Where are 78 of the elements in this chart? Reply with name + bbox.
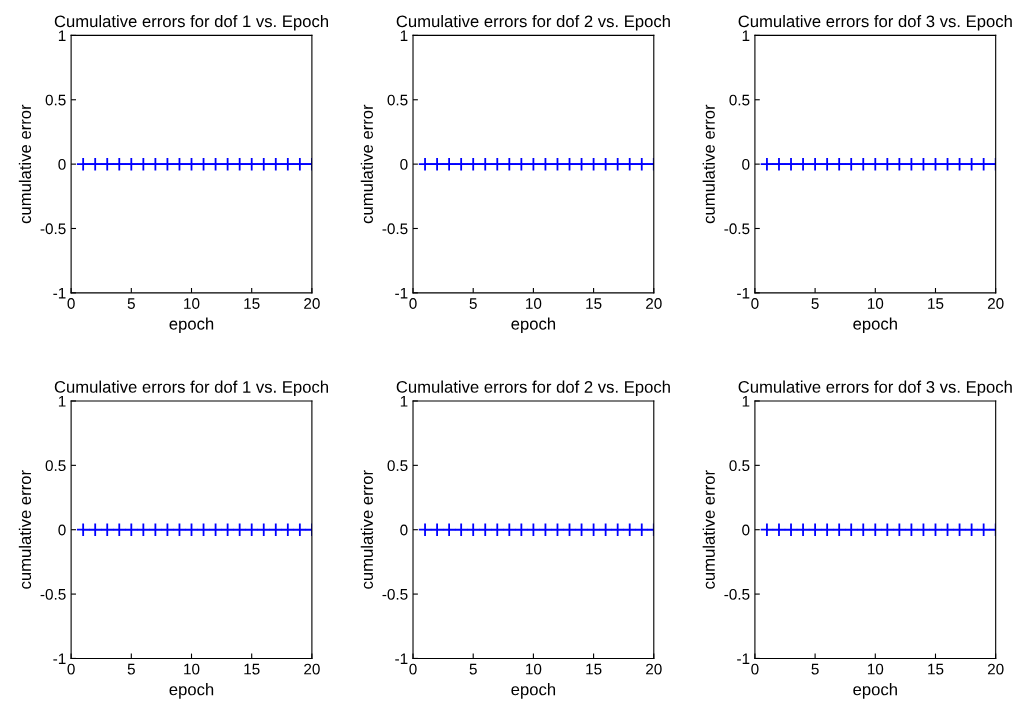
x-tick-label: 10 <box>867 663 884 675</box>
y-tick-label: 0.5 <box>729 94 750 106</box>
y-tick-label: 0.5 <box>387 94 408 106</box>
y-tick-label: 0.5 <box>45 460 66 472</box>
y-axis-title: cumulative error <box>18 104 32 224</box>
y-tick-label: -1 <box>53 287 66 299</box>
y-tick-label: 0.5 <box>387 460 408 472</box>
x-tick-label: 20 <box>304 298 320 309</box>
y-axis-title: cumulative error <box>360 470 373 589</box>
y-axis-title: cumulative error <box>702 104 715 224</box>
y-tick-label: -0.5 <box>40 588 66 600</box>
y-tick-label: -0.5 <box>724 223 750 235</box>
x-axis-title: epoch <box>511 683 556 699</box>
x-tick-label: 0 <box>409 663 417 675</box>
chart-title: Cumulative errors for dof 3 vs. Epoch <box>738 380 1012 397</box>
y-tick-label: -1 <box>395 653 408 664</box>
x-tick-label: 20 <box>646 298 662 309</box>
x-tick-label: 10 <box>526 663 542 675</box>
x-tick-label: 0 <box>409 298 417 309</box>
x-axis-title: epoch <box>511 317 556 334</box>
x-tick-label: 15 <box>586 298 602 309</box>
y-axis-title: cumulative error <box>702 470 715 589</box>
x-tick-label: 15 <box>928 663 944 675</box>
x-tick-label: 5 <box>127 298 135 309</box>
x-axis-title: epoch <box>853 683 897 699</box>
x-tick-label: 10 <box>184 298 200 309</box>
chart-title: Cumulative errors for dof 2 vs. Epoch <box>396 14 670 31</box>
y-tick-label: 0 <box>400 524 408 536</box>
x-tick-label: 5 <box>811 298 819 309</box>
y-tick-label: 0 <box>742 524 750 536</box>
y-tick-label: -0.5 <box>382 223 408 235</box>
x-tick-label: 0 <box>67 298 75 309</box>
chart-title: Cumulative errors for dof 3 vs. Epoch <box>738 14 1012 31</box>
y-axis-title: cumulative error <box>360 104 373 224</box>
y-tick-label: 0 <box>400 158 408 170</box>
y-tick-label: -0.5 <box>382 588 408 600</box>
x-axis-title: epoch <box>169 317 214 334</box>
y-tick-label: -1 <box>395 287 408 299</box>
x-axis-title: epoch <box>853 317 897 334</box>
y-tick-label: 1 <box>400 30 408 41</box>
y-tick-label: 0 <box>58 158 66 170</box>
x-tick-label: 5 <box>811 663 819 675</box>
chart-title: Cumulative errors for dof 1 vs. Epoch <box>54 14 328 31</box>
y-tick-label: 0 <box>58 524 66 536</box>
x-tick-label: 15 <box>928 298 944 309</box>
x-tick-label: 10 <box>184 663 200 675</box>
x-tick-label: 0 <box>751 298 759 309</box>
x-tick-label: 10 <box>867 298 884 309</box>
x-tick-label: 0 <box>751 663 759 675</box>
chart-title: Cumulative errors for dof 1 vs. Epoch <box>54 380 328 397</box>
x-tick-label: 20 <box>987 663 1004 675</box>
chart-title: Cumulative errors for dof 2 vs. Epoch <box>396 380 670 397</box>
x-tick-label: 20 <box>987 298 1004 309</box>
y-tick-label: 0.5 <box>45 94 66 106</box>
y-tick-label: -0.5 <box>724 588 750 600</box>
x-tick-label: 15 <box>244 663 260 675</box>
y-tick-label: -1 <box>53 653 66 664</box>
y-tick-label: 1 <box>742 396 750 407</box>
y-tick-label: -1 <box>737 653 750 664</box>
y-tick-label: 1 <box>58 396 66 407</box>
x-tick-label: 15 <box>244 298 260 309</box>
y-tick-label: 1 <box>58 30 66 41</box>
y-tick-label: 0 <box>742 158 750 170</box>
y-tick-label: 1 <box>742 30 750 41</box>
y-tick-label: -1 <box>737 287 750 299</box>
y-tick-label: -0.5 <box>40 223 66 235</box>
x-tick-label: 20 <box>646 663 662 675</box>
x-tick-label: 15 <box>586 663 602 675</box>
x-axis-title: epoch <box>169 683 214 699</box>
x-tick-label: 0 <box>67 663 75 675</box>
x-tick-label: 10 <box>526 298 542 309</box>
x-tick-label: 5 <box>127 663 135 675</box>
x-tick-label: 5 <box>469 663 477 675</box>
y-tick-label: 1 <box>400 396 408 407</box>
x-tick-label: 5 <box>469 298 477 309</box>
y-tick-label: 0.5 <box>729 460 750 472</box>
x-tick-label: 20 <box>304 663 320 675</box>
y-axis-title: cumulative error <box>18 470 32 589</box>
